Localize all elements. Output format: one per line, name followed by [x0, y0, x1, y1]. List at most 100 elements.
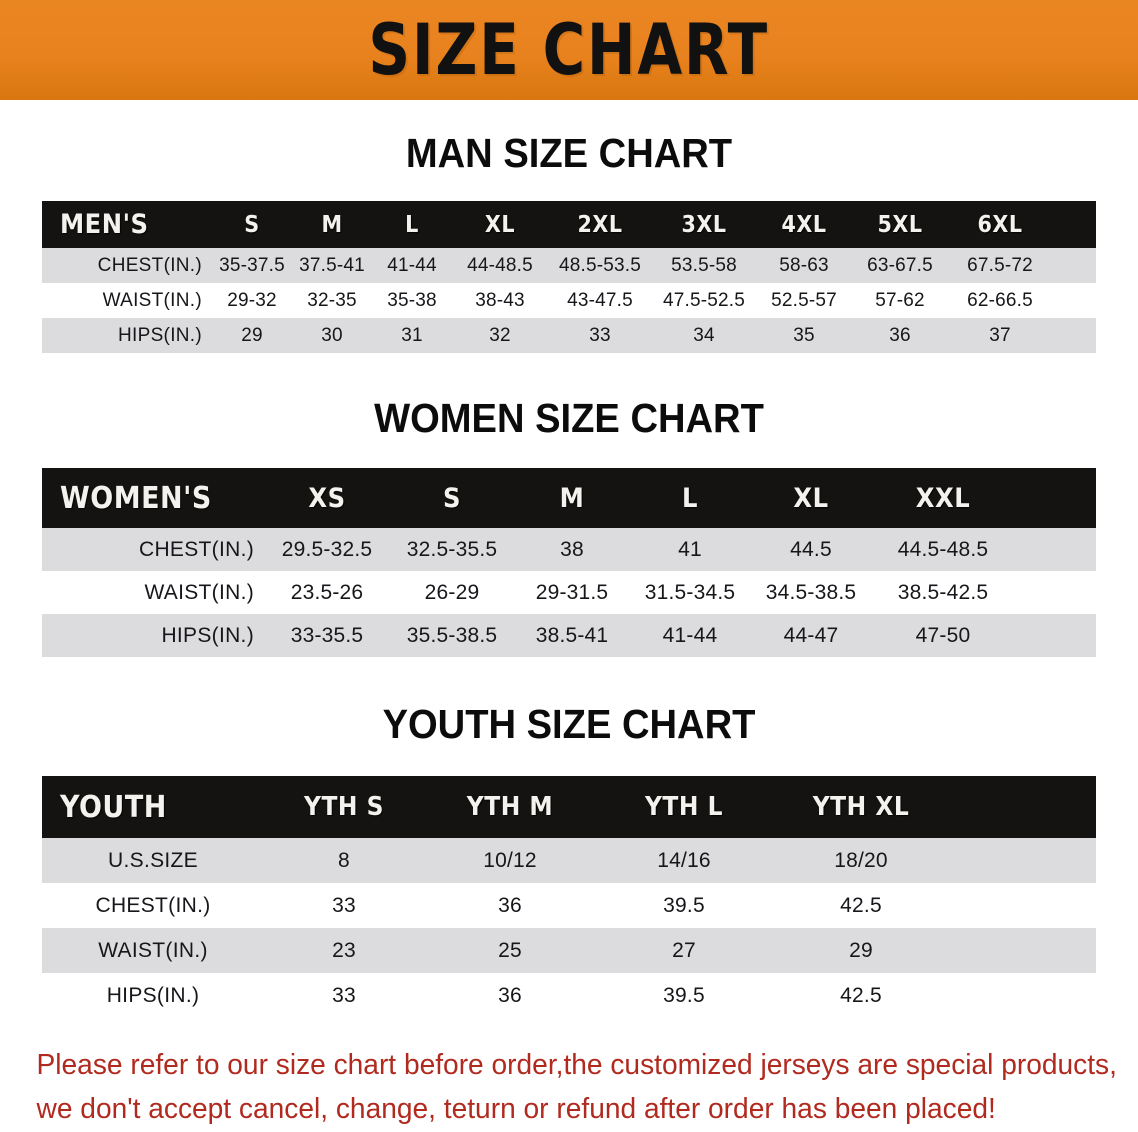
women-col-m: M — [514, 468, 630, 528]
man-chest-5xl: 63-67.5 — [852, 248, 948, 283]
youth-chest-xl: 42.5 — [772, 883, 950, 928]
youth-header-label: YOUTH — [42, 776, 264, 838]
women-col-xl: XL — [750, 468, 872, 528]
youth-chest-l: 39.5 — [596, 883, 772, 928]
man-hips-xl: 32 — [452, 318, 548, 353]
youth-col-yth-xl: YTH XL — [772, 776, 950, 838]
youth-chest-s: 33 — [264, 883, 424, 928]
man-col-m: M — [292, 201, 372, 248]
women-chest-xxl: 44.5-48.5 — [872, 528, 1014, 571]
women-waist-spacer — [1014, 571, 1096, 614]
women-waist-xxl: 38.5-42.5 — [872, 571, 1014, 614]
women-chest-xl: 44.5 — [750, 528, 872, 571]
youth-col-yth-s: YTH S — [264, 776, 424, 838]
man-waist-s: 29-32 — [212, 283, 292, 318]
youth-size-table: YOUTH YTH S YTH M YTH L YTH XL U.S.SIZE … — [42, 776, 1096, 1018]
order-policy-note: Please refer to our size chart before or… — [21, 1044, 1117, 1131]
man-chest-2xl: 48.5-53.5 — [548, 248, 652, 283]
man-chest-l: 41-44 — [372, 248, 452, 283]
youth-waist-xl: 29 — [772, 928, 950, 973]
page-title: SIZE CHART — [368, 9, 770, 91]
table-row: WAIST(IN.) 29-32 32-35 35-38 38-43 43-47… — [42, 283, 1096, 318]
youth-table-header-row: YOUTH YTH S YTH M YTH L YTH XL — [42, 776, 1096, 838]
man-hips-2xl: 33 — [548, 318, 652, 353]
women-hips-spacer — [1014, 614, 1096, 657]
man-waist-3xl: 47.5-52.5 — [652, 283, 756, 318]
man-size-table: MEN'S S M L XL 2XL 3XL 4XL 5XL 6XL CHEST… — [42, 201, 1096, 353]
youth-waist-spacer — [950, 928, 1096, 973]
man-row-waist-label: WAIST(IN.) — [42, 283, 212, 318]
man-waist-m: 32-35 — [292, 283, 372, 318]
man-waist-spacer — [1052, 283, 1096, 318]
man-col-4xl: 4XL — [756, 201, 852, 248]
man-col-s: S — [212, 201, 292, 248]
women-col-spacer — [1014, 468, 1096, 528]
women-section-title: WOMEN SIZE CHART — [374, 395, 764, 441]
man-header-label: MEN'S — [42, 201, 212, 248]
man-waist-4xl: 52.5-57 — [756, 283, 852, 318]
women-hips-l: 41-44 — [630, 614, 750, 657]
women-col-xs: XS — [264, 468, 390, 528]
women-hips-xl: 44-47 — [750, 614, 872, 657]
man-row-chest-label: CHEST(IN.) — [42, 248, 212, 283]
man-waist-l: 35-38 — [372, 283, 452, 318]
youth-row-hips-label: HIPS(IN.) — [42, 973, 264, 1018]
page-banner: SIZE CHART — [0, 0, 1138, 100]
women-size-table: WOMEN'S XS S M L XL XXL CHEST(IN.) 29.5-… — [42, 468, 1096, 657]
man-chest-xl: 44-48.5 — [452, 248, 548, 283]
man-col-l: L — [372, 201, 452, 248]
table-row: CHEST(IN.) 35-37.5 37.5-41 41-44 44-48.5… — [42, 248, 1096, 283]
women-chest-s: 32.5-35.5 — [390, 528, 514, 571]
table-row: HIPS(IN.) 29 30 31 32 33 34 35 36 37 — [42, 318, 1096, 353]
man-waist-5xl: 57-62 — [852, 283, 948, 318]
women-hips-xxl: 47-50 — [872, 614, 1014, 657]
women-chest-m: 38 — [514, 528, 630, 571]
women-waist-xs: 23.5-26 — [264, 571, 390, 614]
women-col-s: S — [390, 468, 514, 528]
man-hips-3xl: 34 — [652, 318, 756, 353]
man-waist-2xl: 43-47.5 — [548, 283, 652, 318]
women-waist-m: 29-31.5 — [514, 571, 630, 614]
youth-hips-xl: 42.5 — [772, 973, 950, 1018]
man-hips-m: 30 — [292, 318, 372, 353]
youth-col-yth-m: YTH M — [424, 776, 596, 838]
youth-waist-m: 25 — [424, 928, 596, 973]
man-size-table-wrapper: MEN'S S M L XL 2XL 3XL 4XL 5XL 6XL CHEST… — [42, 201, 1096, 353]
women-chest-l: 41 — [630, 528, 750, 571]
youth-size-table-wrapper: YOUTH YTH S YTH M YTH L YTH XL U.S.SIZE … — [42, 776, 1096, 1018]
order-policy-note-line2: we don't accept cancel, change, teturn o… — [36, 1092, 996, 1125]
man-col-2xl: 2XL — [548, 201, 652, 248]
women-hips-s: 35.5-38.5 — [390, 614, 514, 657]
table-row: HIPS(IN.) 33-35.5 35.5-38.5 38.5-41 41-4… — [42, 614, 1096, 657]
man-chest-4xl: 58-63 — [756, 248, 852, 283]
man-hips-s: 29 — [212, 318, 292, 353]
women-row-hips-label: HIPS(IN.) — [42, 614, 264, 657]
women-col-xxl: XXL — [872, 468, 1014, 528]
youth-ussize-m: 10/12 — [424, 838, 596, 883]
order-policy-note-line1: Please refer to our size chart before or… — [36, 1049, 1117, 1081]
man-col-6xl: 6XL — [948, 201, 1052, 248]
women-row-chest-label: CHEST(IN.) — [42, 528, 264, 571]
women-table-header-row: WOMEN'S XS S M L XL XXL — [42, 468, 1096, 528]
youth-row-waist-label: WAIST(IN.) — [42, 928, 264, 973]
man-chest-3xl: 53.5-58 — [652, 248, 756, 283]
man-hips-l: 31 — [372, 318, 452, 353]
table-row: WAIST(IN.) 23 25 27 29 — [42, 928, 1096, 973]
table-row: CHEST(IN.) 29.5-32.5 32.5-35.5 38 41 44.… — [42, 528, 1096, 571]
youth-row-chest-label: CHEST(IN.) — [42, 883, 264, 928]
women-waist-xl: 34.5-38.5 — [750, 571, 872, 614]
man-hips-5xl: 36 — [852, 318, 948, 353]
women-header-label: WOMEN'S — [42, 468, 264, 528]
youth-hips-spacer — [950, 973, 1096, 1018]
youth-waist-l: 27 — [596, 928, 772, 973]
youth-section-title: YOUTH SIZE CHART — [382, 701, 756, 747]
table-row: CHEST(IN.) 33 36 39.5 42.5 — [42, 883, 1096, 928]
youth-hips-s: 33 — [264, 973, 424, 1018]
youth-col-spacer — [950, 776, 1096, 838]
women-hips-xs: 33-35.5 — [264, 614, 390, 657]
table-row: WAIST(IN.) 23.5-26 26-29 29-31.5 31.5-34… — [42, 571, 1096, 614]
youth-hips-m: 36 — [424, 973, 596, 1018]
youth-chest-spacer — [950, 883, 1096, 928]
man-col-5xl: 5XL — [852, 201, 948, 248]
man-waist-xl: 38-43 — [452, 283, 548, 318]
